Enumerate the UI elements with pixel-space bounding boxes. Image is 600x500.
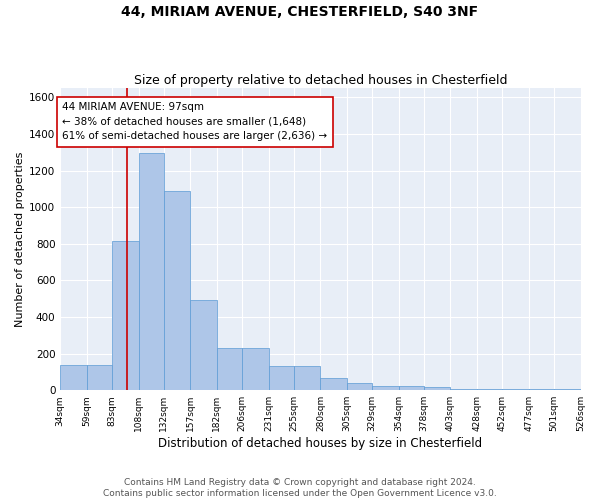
Bar	[424, 388, 451, 390]
Bar	[372, 386, 398, 390]
Title: Size of property relative to detached houses in Chesterfield: Size of property relative to detached ho…	[134, 74, 507, 87]
Bar	[347, 383, 372, 390]
Bar	[112, 241, 139, 390]
Bar	[242, 348, 269, 390]
Y-axis label: Number of detached properties: Number of detached properties	[15, 152, 25, 327]
Text: 44 MIRIAM AVENUE: 97sqm
← 38% of detached houses are smaller (1,648)
61% of semi: 44 MIRIAM AVENUE: 97sqm ← 38% of detache…	[62, 102, 328, 142]
Bar	[217, 348, 242, 390]
X-axis label: Distribution of detached houses by size in Chesterfield: Distribution of detached houses by size …	[158, 437, 482, 450]
Text: Contains HM Land Registry data © Crown copyright and database right 2024.
Contai: Contains HM Land Registry data © Crown c…	[103, 478, 497, 498]
Bar	[269, 366, 294, 390]
Bar	[190, 300, 217, 390]
Bar	[398, 386, 424, 390]
Bar	[164, 190, 190, 390]
Bar	[320, 378, 347, 390]
Bar	[139, 153, 164, 390]
Bar	[60, 366, 87, 390]
Bar	[451, 388, 477, 390]
Bar	[294, 366, 320, 390]
Text: 44, MIRIAM AVENUE, CHESTERFIELD, S40 3NF: 44, MIRIAM AVENUE, CHESTERFIELD, S40 3NF	[121, 5, 479, 19]
Bar	[87, 366, 112, 390]
